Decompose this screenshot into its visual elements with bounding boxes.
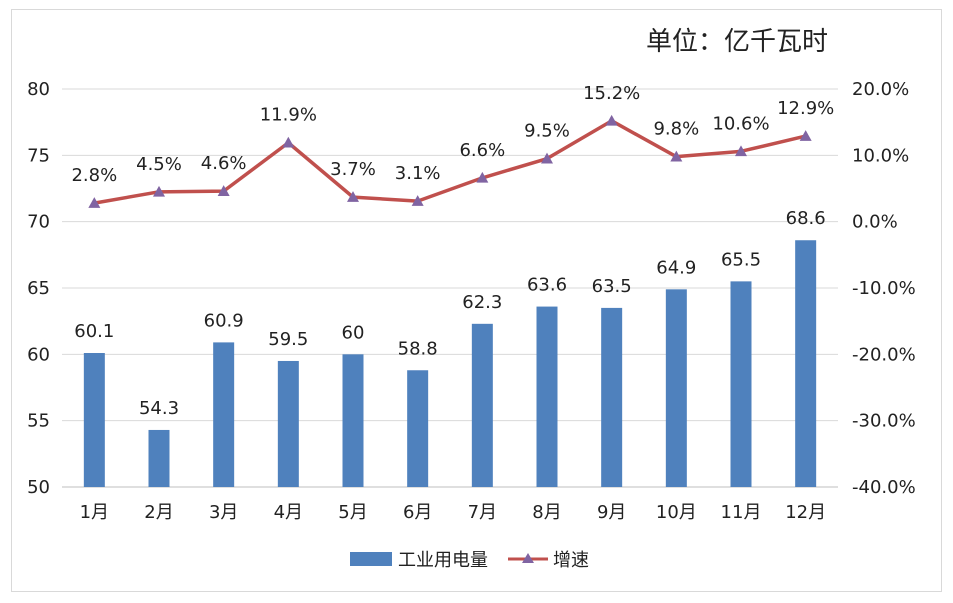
- right-tick-label: -10.0%: [852, 278, 916, 299]
- bar: [342, 354, 364, 487]
- category-label: 4月: [274, 502, 303, 523]
- chart-border: [11, 9, 942, 592]
- bar: [730, 281, 752, 487]
- right-tick-label: 0.0%: [852, 212, 898, 233]
- line-marker: [670, 150, 683, 162]
- line-value-label: 4.5%: [136, 154, 182, 175]
- line-marker: [347, 191, 359, 202]
- bar: [83, 353, 105, 487]
- bar-value-label: 68.6: [786, 208, 826, 229]
- category-label: 9月: [597, 502, 626, 523]
- bar-value-label: 65.5: [721, 249, 761, 270]
- bar: [471, 323, 493, 487]
- category-label: 5月: [338, 502, 367, 523]
- bar-value-label: 58.8: [398, 338, 438, 359]
- left-tick-label: 70: [27, 212, 50, 233]
- bar-value-label: 62.3: [462, 292, 502, 313]
- line-value-label: 9.8%: [653, 119, 699, 140]
- bar-value-label: 60.1: [74, 321, 114, 342]
- category-label: 11月: [721, 502, 762, 523]
- category-label: 3月: [209, 502, 238, 523]
- category-label: 6月: [403, 502, 432, 523]
- line-value-label: 3.1%: [395, 163, 441, 184]
- right-tick-label: -40.0%: [852, 477, 916, 498]
- category-label: 8月: [532, 502, 561, 523]
- line-value-label: 3.7%: [330, 159, 376, 180]
- line-value-label: 9.5%: [524, 121, 570, 142]
- right-tick-label: -20.0%: [852, 344, 916, 365]
- line-marker: [476, 171, 489, 183]
- bar: [601, 307, 623, 487]
- line-value-label: 15.2%: [583, 83, 640, 104]
- legend-bar-label: 工业用电量: [398, 550, 488, 571]
- bar: [213, 342, 235, 487]
- line-marker: [735, 145, 747, 157]
- bar: [665, 289, 687, 487]
- bar-value-label: 54.3: [139, 398, 179, 419]
- left-tick-label: 80: [27, 79, 50, 100]
- bar-data-labels: 60.1 54.3 60.9 59.5 60 58.8 62.3 63.6 63.5 64.9 65…: [74, 208, 825, 419]
- line-marker: [88, 197, 101, 208]
- legend-line-marker: [522, 553, 534, 563]
- line-marker: [153, 185, 165, 197]
- legend: 工业用电量 增速: [350, 550, 589, 571]
- line-marker: [411, 195, 424, 206]
- right-tick-label: 10.0%: [852, 145, 909, 166]
- bar-value-label: 63.5: [592, 276, 632, 297]
- category-label: 10月: [656, 502, 697, 523]
- line-value-label: 2.8%: [71, 165, 117, 186]
- line-marker: [282, 136, 295, 148]
- line-value-label: 10.6%: [712, 113, 769, 134]
- line-value-label: 4.6%: [201, 153, 247, 174]
- right-axis: -40.0% -30.0% -20.0% -10.0% 0.0% 10.0% 20.0%: [852, 79, 916, 498]
- left-axis: 50 55 60 65 70 75 80: [27, 79, 50, 498]
- right-tick-label: 20.0%: [852, 79, 909, 100]
- category-label: 1月: [80, 502, 109, 523]
- x-axis: 1月 2月 3月 4月 5月 6月 7月 8月 9月 10月 11月 12月: [80, 502, 827, 523]
- unit-label: 单位：亿千瓦时: [646, 27, 828, 57]
- left-tick-label: 50: [27, 477, 50, 498]
- bar-value-label: 63.6: [527, 275, 567, 296]
- line-marker: [799, 130, 812, 141]
- line-marker: [541, 152, 553, 164]
- line-marker: [217, 185, 230, 196]
- growth-line: [94, 119, 807, 205]
- line-value-label: 6.6%: [459, 140, 505, 161]
- category-label: 2月: [144, 502, 173, 523]
- line-value-label: 12.9%: [777, 98, 834, 119]
- legend-line-label: 增速: [553, 550, 589, 571]
- bar: [148, 429, 170, 487]
- bar-value-label: 60: [342, 322, 365, 343]
- category-label: 12月: [785, 502, 826, 523]
- bar: [277, 360, 299, 487]
- bar-value-label: 59.5: [268, 329, 308, 350]
- left-tick-label: 55: [27, 411, 50, 432]
- bar-series: [83, 240, 817, 487]
- left-tick-label: 65: [27, 278, 50, 299]
- bar: [795, 240, 817, 487]
- left-tick-label: 60: [27, 344, 50, 365]
- line-marker: [605, 114, 618, 126]
- right-tick-label: -30.0%: [852, 411, 916, 432]
- bar-value-label: 64.9: [656, 257, 696, 278]
- bar: [407, 370, 429, 487]
- category-label: 7月: [468, 502, 497, 523]
- left-tick-label: 75: [27, 145, 50, 166]
- bar: [536, 306, 558, 487]
- line-value-label: 11.9%: [260, 105, 317, 126]
- legend-bar-swatch: [350, 552, 392, 566]
- line-series: [88, 114, 812, 208]
- line-data-labels: 2.8% 4.5% 4.6% 11.9% 3.7% 3.1% 6.6% 9.5% 15.2% 9.…: [71, 83, 834, 186]
- bar-value-label: 60.9: [204, 310, 244, 331]
